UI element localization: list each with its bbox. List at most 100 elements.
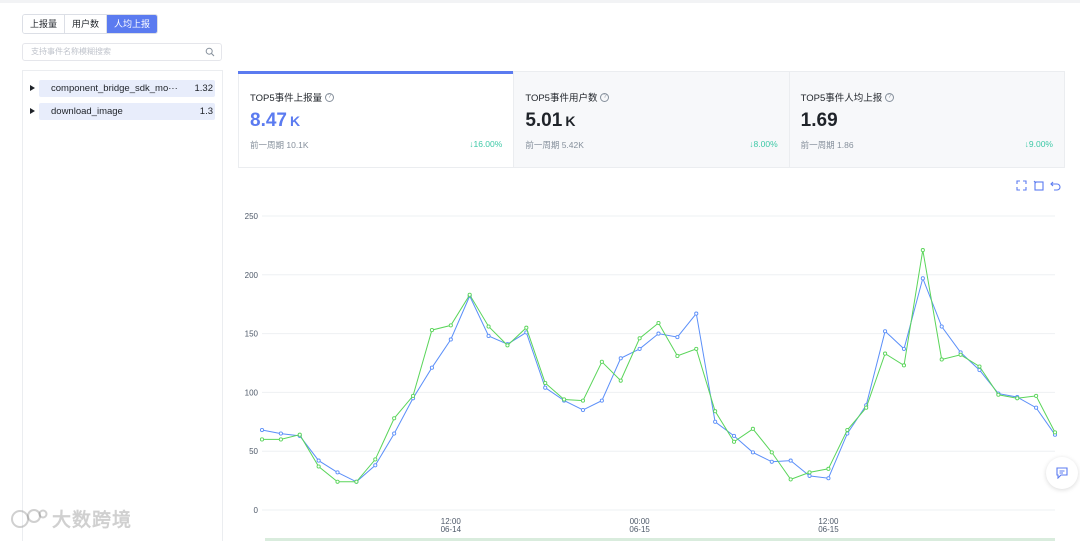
x-tick-time-label: 00:00 bbox=[630, 517, 651, 526]
event-list-item[interactable]: component_bridge_sdk_mo··· 1.32 bbox=[27, 80, 220, 97]
data-point bbox=[259, 427, 265, 433]
data-point bbox=[694, 311, 699, 316]
data-point bbox=[750, 450, 755, 455]
feedback-button[interactable] bbox=[1046, 457, 1078, 489]
caret-right-icon[interactable] bbox=[30, 85, 35, 91]
tab-user-count[interactable]: 用户数 bbox=[65, 15, 108, 33]
data-point bbox=[1015, 396, 1020, 401]
card-value-row: 1.69 bbox=[801, 110, 838, 132]
data-point bbox=[769, 450, 774, 455]
watermark-text: 大数跨境 bbox=[52, 510, 133, 531]
data-point bbox=[467, 292, 472, 297]
watermark: 大数跨境 bbox=[8, 505, 132, 532]
y-tick-label: 250 bbox=[245, 212, 259, 221]
card-user-count[interactable]: TOP5事件用户数? 5.01 K 前一周期 5.42K ↓8.00% bbox=[514, 72, 790, 167]
card-title-row: TOP5事件上报量? bbox=[250, 90, 335, 104]
data-point bbox=[901, 346, 907, 351]
card-previous-period: 前一周期 10.1K bbox=[250, 140, 309, 150]
data-point bbox=[901, 363, 907, 368]
help-icon[interactable]: ? bbox=[325, 92, 335, 102]
series-line-1 bbox=[262, 250, 1056, 483]
y-tick-label: 200 bbox=[245, 271, 259, 280]
data-point bbox=[920, 248, 925, 253]
message-icon bbox=[1056, 467, 1068, 479]
card-value-row: 5.01 K bbox=[525, 110, 575, 132]
x-tick-time-label: 12:00 bbox=[818, 517, 839, 526]
data-point bbox=[1034, 393, 1039, 398]
data-point bbox=[618, 378, 623, 383]
card-unit: K bbox=[565, 113, 576, 129]
undo-icon[interactable] bbox=[1050, 180, 1061, 191]
data-point bbox=[599, 359, 604, 364]
data-point bbox=[637, 336, 642, 341]
data-point bbox=[297, 432, 302, 437]
data-point bbox=[505, 343, 510, 348]
data-point bbox=[807, 470, 812, 475]
card-title-row: TOP5事件人均上报? bbox=[801, 90, 895, 104]
event-list-item[interactable]: download_image 1.3 bbox=[27, 103, 220, 120]
tab-report-count[interactable]: 上报量 bbox=[23, 15, 66, 33]
card-report-count[interactable]: TOP5事件上报量? 8.47 K 前一周期 10.1K ↓16.00% bbox=[237, 71, 515, 167]
event-search-input[interactable]: 支持事件名称模糊搜索 bbox=[22, 43, 222, 61]
search-placeholder: 支持事件名称模糊搜索 bbox=[31, 47, 111, 56]
data-point bbox=[373, 463, 378, 468]
data-point bbox=[731, 439, 737, 444]
help-icon[interactable]: ? bbox=[600, 92, 610, 102]
data-point bbox=[543, 380, 548, 386]
data-point bbox=[883, 329, 888, 334]
data-point bbox=[713, 409, 718, 414]
x-tick-date-label: 06-14 bbox=[441, 525, 462, 534]
card-previous-period: 前一周期 5.42K bbox=[525, 140, 584, 150]
search-icon[interactable] bbox=[205, 47, 215, 57]
data-point bbox=[316, 464, 321, 469]
data-point bbox=[1034, 405, 1039, 410]
data-point bbox=[429, 365, 434, 370]
data-point bbox=[543, 385, 548, 390]
line-chart: 05010015020025012:0006-1400:0006-1512:00… bbox=[245, 212, 1058, 541]
data-point bbox=[807, 473, 812, 478]
event-list-panel: component_bridge_sdk_mo··· 1.32 download… bbox=[22, 70, 223, 541]
card-avg-report[interactable]: TOP5事件人均上报? 1.69 前一周期 1.86 ↓9.00% bbox=[789, 72, 1064, 167]
data-point bbox=[675, 335, 680, 340]
data-point bbox=[883, 351, 888, 356]
event-value-bar bbox=[39, 103, 215, 120]
data-point bbox=[410, 393, 416, 398]
metric-tabs: 上报量 用户数 人均上报 bbox=[22, 14, 159, 34]
card-unit: K bbox=[289, 113, 301, 129]
caret-right-icon[interactable] bbox=[30, 108, 35, 114]
card-value: 1.69 bbox=[800, 110, 838, 131]
data-point bbox=[826, 466, 831, 471]
y-tick-label: 50 bbox=[249, 447, 258, 456]
data-point bbox=[864, 405, 869, 410]
x-axis-scrollbar bbox=[265, 538, 1055, 541]
data-point bbox=[354, 479, 359, 484]
zoom-reset-icon[interactable] bbox=[1033, 180, 1044, 191]
data-point bbox=[278, 431, 283, 436]
card-title-row: TOP5事件用户数? bbox=[525, 90, 610, 104]
data-point bbox=[278, 437, 283, 442]
data-point bbox=[656, 331, 661, 336]
tab-avg-report[interactable]: 人均上报 bbox=[107, 15, 158, 33]
data-point bbox=[486, 333, 491, 339]
card-title: TOP5事件人均上报 bbox=[800, 93, 883, 104]
data-point bbox=[769, 459, 774, 464]
event-value: 1.32 bbox=[194, 83, 214, 94]
data-point bbox=[316, 458, 321, 463]
data-point bbox=[618, 356, 623, 361]
data-point bbox=[562, 397, 567, 402]
data-point bbox=[373, 457, 378, 462]
zoom-select-icon[interactable] bbox=[1016, 180, 1027, 191]
watermark-logo-icon bbox=[11, 508, 48, 528]
data-point bbox=[429, 328, 434, 333]
card-delta-value: 9.00% bbox=[1028, 139, 1053, 149]
card-value: 5.01 bbox=[525, 110, 563, 131]
data-point bbox=[580, 407, 586, 413]
data-point bbox=[675, 353, 680, 358]
card-delta: ↓9.00% bbox=[1025, 139, 1053, 149]
help-icon[interactable]: ? bbox=[885, 92, 895, 102]
data-point bbox=[920, 276, 925, 281]
data-point bbox=[939, 357, 944, 362]
card-value-row: 8.47 K bbox=[250, 110, 300, 132]
event-name: component_bridge_sdk_mo··· bbox=[51, 83, 178, 94]
data-point bbox=[694, 346, 699, 351]
